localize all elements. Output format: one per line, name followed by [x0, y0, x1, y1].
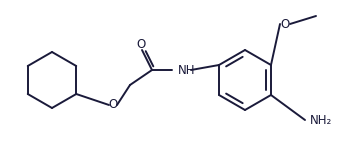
Text: O: O [108, 98, 118, 111]
Text: O: O [281, 18, 290, 31]
Text: O: O [136, 38, 146, 51]
Text: NH₂: NH₂ [310, 113, 332, 126]
Text: NH: NH [178, 64, 195, 77]
